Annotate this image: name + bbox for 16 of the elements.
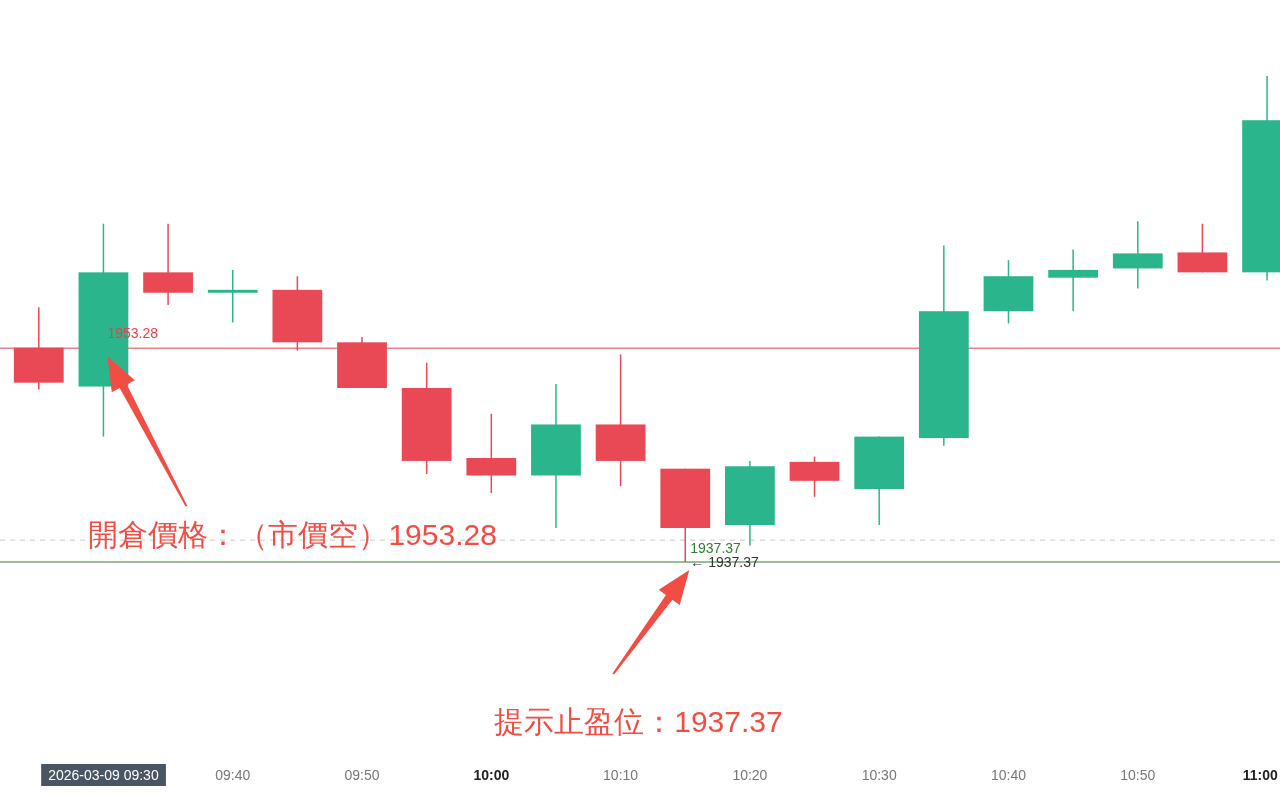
text: 提示止盈位：1937.37: [494, 705, 783, 738]
annotation: ← 1937.37: [690, 554, 759, 570]
candlestick: [207, 269, 258, 324]
x-tick-label: 11:00: [1242, 767, 1278, 783]
x-tick-label: 10:20: [732, 767, 768, 783]
candlestick: [1048, 248, 1099, 312]
x-tick-label: 10:30: [861, 767, 897, 783]
annotation: 開倉價格：（市價空）1953.28: [88, 518, 497, 552]
x-tick-label: 10:00: [473, 767, 510, 783]
x-tick-label: 10:10: [603, 767, 639, 783]
x-tick-label: 10:40: [990, 767, 1027, 783]
x-tick-label: 09:40: [215, 767, 251, 783]
x-tick-label: 10:50: [1120, 767, 1156, 783]
x-tick-label: 09:50: [344, 767, 380, 783]
x-tick-label: 2026-03-09 09:30: [48, 767, 159, 783]
annotation: 1937.37: [690, 540, 742, 556]
